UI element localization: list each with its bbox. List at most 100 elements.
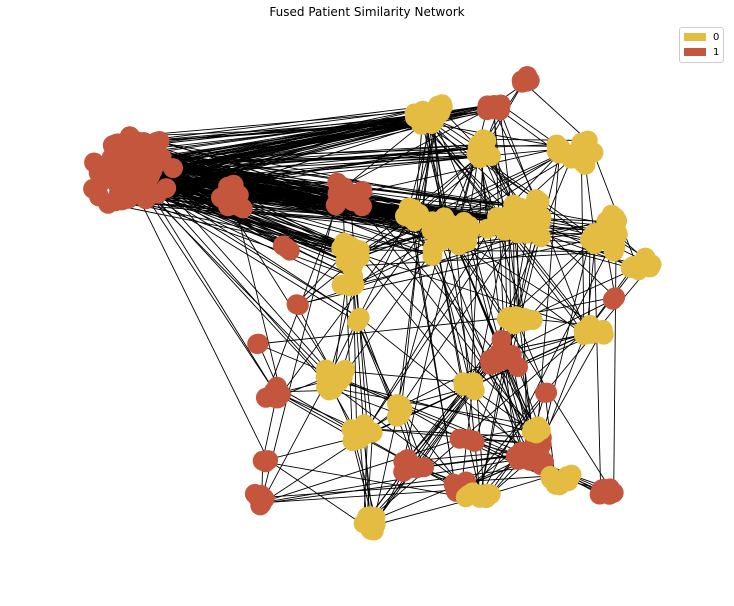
- edge: [373, 416, 398, 523]
- edge: [369, 339, 502, 517]
- node-class-1: [146, 131, 167, 152]
- node-class-0: [579, 318, 600, 338]
- node-class-1: [272, 235, 293, 256]
- node-class-0: [391, 399, 412, 420]
- node-class-1: [535, 382, 556, 403]
- legend-item-1: 1: [684, 46, 719, 58]
- edge: [366, 432, 374, 517]
- node-class-1: [223, 174, 244, 195]
- node-class-0: [507, 216, 528, 237]
- edge: [260, 438, 460, 504]
- node-class-1: [398, 452, 419, 472]
- edge: [537, 153, 560, 427]
- node-class-0: [522, 419, 543, 440]
- legend-label-0: 0: [713, 31, 720, 43]
- node-class-1: [98, 193, 119, 214]
- edge: [280, 218, 413, 395]
- edge: [232, 196, 282, 395]
- node-class-0: [575, 154, 596, 175]
- edge: [127, 151, 483, 166]
- edge: [408, 213, 457, 492]
- node-class-0: [356, 513, 376, 533]
- legend-label-1: 1: [713, 46, 720, 58]
- edge: [400, 219, 529, 407]
- node-class-1: [119, 126, 140, 147]
- edge: [479, 234, 617, 498]
- edge: [127, 114, 435, 169]
- node-class-0: [424, 111, 445, 131]
- edge: [420, 124, 515, 218]
- edge: [265, 187, 345, 398]
- edge: [541, 329, 604, 439]
- edge: [125, 156, 479, 176]
- node-class-0: [477, 218, 498, 239]
- node-class-0: [577, 130, 598, 151]
- node-class-0: [409, 203, 430, 224]
- edge: [130, 174, 330, 377]
- edge: [362, 216, 498, 437]
- edge: [521, 80, 589, 141]
- edge: [454, 233, 481, 498]
- node-class-0: [342, 275, 363, 296]
- edge: [129, 110, 423, 137]
- edge: [511, 333, 587, 356]
- edge: [145, 185, 277, 394]
- node-class-1: [144, 155, 165, 176]
- edge: [138, 180, 363, 192]
- edge: [263, 380, 328, 500]
- node-class-0: [603, 241, 624, 262]
- edge: [260, 457, 526, 504]
- node-class-0: [633, 254, 654, 275]
- node-class-0: [430, 231, 451, 252]
- edge: [432, 221, 526, 459]
- edge: [366, 327, 590, 523]
- node-class-0: [505, 309, 526, 330]
- edge: [328, 284, 355, 377]
- node-class-0: [441, 217, 462, 238]
- node-class-0: [349, 307, 370, 328]
- edge: [588, 239, 591, 329]
- edge: [506, 217, 536, 457]
- node-class-1: [603, 482, 624, 503]
- edge: [353, 251, 614, 267]
- legend-swatch-0: [684, 33, 706, 41]
- edge: [276, 386, 409, 463]
- node-class-1: [118, 188, 139, 209]
- chart-title: Fused Patient Similarity Network: [269, 5, 465, 19]
- edge: [144, 190, 355, 251]
- node-class-1: [244, 483, 265, 504]
- node-class-1: [460, 429, 481, 450]
- node-class-0: [530, 227, 551, 248]
- edge: [424, 117, 474, 387]
- node-class-1: [346, 183, 367, 204]
- legend-swatch-1: [684, 48, 706, 56]
- node-class-1: [414, 457, 435, 478]
- edge: [593, 244, 602, 491]
- node-layer: [83, 66, 662, 541]
- node-class-1: [265, 383, 286, 404]
- edge: [260, 489, 459, 504]
- edge: [359, 317, 536, 458]
- node-class-0: [334, 232, 354, 253]
- edge: [140, 182, 333, 390]
- node-class-1: [248, 333, 269, 354]
- edge: [359, 249, 537, 432]
- edge: [261, 438, 361, 504]
- edge: [470, 145, 485, 387]
- node-class-0: [473, 135, 494, 156]
- edge: [136, 182, 277, 394]
- node-class-0: [357, 423, 378, 444]
- node-class-1: [129, 154, 150, 175]
- edge: [117, 120, 435, 144]
- node-class-0: [476, 483, 497, 504]
- edge: [447, 222, 533, 430]
- node-class-1: [88, 162, 109, 183]
- edge: [332, 375, 530, 462]
- node-class-1: [490, 342, 511, 363]
- node-class-1: [252, 450, 273, 471]
- node-class-0: [584, 234, 605, 255]
- edge: [145, 185, 360, 251]
- node-class-0: [606, 224, 627, 245]
- edge: [483, 138, 588, 141]
